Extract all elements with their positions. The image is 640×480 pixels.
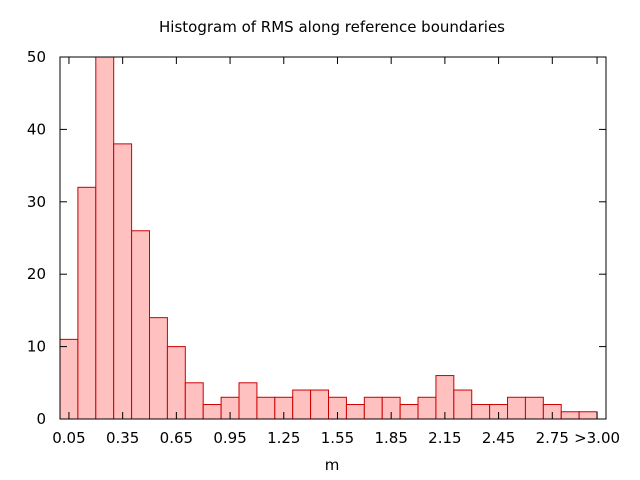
- x-tick-label: 0.05: [52, 429, 85, 447]
- y-tick-label: 30: [27, 193, 46, 211]
- x-tick-label: 2.75: [536, 429, 569, 447]
- y-tick-label: 20: [27, 265, 46, 283]
- x-tick-label: 0.35: [106, 429, 139, 447]
- histogram-bar: [59, 338, 79, 420]
- histogram-bar: [310, 389, 330, 420]
- histogram-bar: [292, 389, 312, 420]
- histogram-bar: [417, 396, 437, 420]
- x-tick-label: 1.85: [374, 429, 407, 447]
- histogram-bar: [256, 396, 276, 420]
- histogram-bar: [560, 411, 580, 420]
- ticks-group: [60, 56, 606, 420]
- y-tick-label: 50: [27, 48, 46, 66]
- histogram-bar: [363, 396, 383, 420]
- x-axis-label: m: [325, 456, 340, 474]
- histogram-bar: [345, 404, 365, 420]
- histogram-bar: [524, 396, 544, 420]
- histogram-bar: [471, 404, 491, 420]
- histogram-bar: [149, 317, 168, 420]
- y-tick-label: 10: [27, 338, 46, 356]
- histogram-bar: [113, 143, 133, 420]
- y-tick-labels: 0 10 20 30 40 50: [27, 48, 46, 428]
- plot-frame: [59, 56, 607, 420]
- histogram-bar: [399, 404, 419, 420]
- histogram-bar: [453, 389, 473, 420]
- histogram-bar: [578, 411, 598, 420]
- histogram-bar: [202, 404, 222, 420]
- x-tick-label: 1.55: [321, 429, 354, 447]
- x-tick-label: >3.00: [574, 429, 620, 447]
- bars-group: [59, 56, 598, 420]
- histogram-bar: [507, 396, 526, 420]
- histogram-bar: [131, 230, 151, 420]
- histogram-bar: [184, 382, 204, 420]
- x-tick-label: 2.45: [482, 429, 515, 447]
- histogram-bar: [95, 56, 115, 420]
- x-tick-label: 0.95: [213, 429, 246, 447]
- histogram-bar: [166, 346, 186, 420]
- histogram-bar: [77, 186, 97, 420]
- x-tick-labels: 0.05 0.35 0.65 0.95 1.25 1.55 1.85 2.15 2.45 2.75…: [52, 429, 620, 447]
- y-tick-label: 0: [36, 410, 46, 428]
- x-tick-label: 1.25: [267, 429, 300, 447]
- x-tick-label: 0.65: [160, 429, 193, 447]
- y-tick-label: 40: [27, 120, 46, 138]
- x-tick-label: 2.15: [428, 429, 461, 447]
- histogram-bar: [238, 382, 258, 420]
- chart-title: Histogram of RMS along reference boundar…: [159, 18, 505, 36]
